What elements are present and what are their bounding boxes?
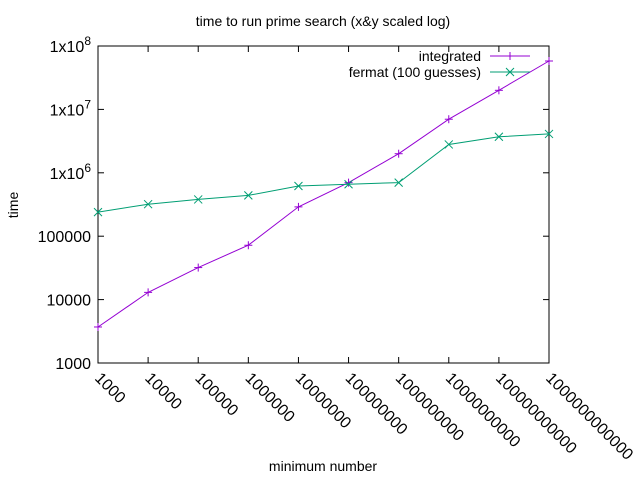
plus-marker: [244, 241, 253, 250]
y-tick-base: 1x10: [50, 39, 85, 56]
y-tick-label: 1x108: [50, 34, 92, 56]
x-marker: [143, 199, 153, 209]
x-marker: [93, 207, 103, 217]
x-tick-label: 1000000000000: [542, 370, 636, 464]
plus-marker: [144, 288, 153, 297]
plus-marker: [344, 178, 353, 187]
y-tick-label: 1x107: [50, 97, 92, 119]
legend-label: fermat (100 guesses): [349, 64, 481, 80]
x-tick-label: 1000000: [242, 370, 298, 426]
y-tick-label: 1x106: [50, 161, 92, 183]
marker-stroke: [394, 178, 404, 187]
plus-marker: [194, 263, 203, 272]
x-marker: [394, 178, 404, 187]
x-axis: 1000 10000 100000 1000000100000001000000001…: [91, 46, 636, 464]
plus-marker: [94, 322, 102, 331]
x-marker: [243, 191, 253, 200]
marker-stroke: [494, 132, 504, 142]
y-tick-label: 100000: [38, 229, 91, 246]
y-tick-base: 10000: [47, 293, 92, 310]
y-axis-label: time: [5, 192, 21, 219]
x-marker: [344, 179, 353, 189]
series-line: [97, 133, 550, 213]
y-tick-label: 10000: [47, 293, 92, 310]
marker-stroke: [193, 195, 203, 204]
marker-stroke: [444, 140, 454, 149]
plot-frame: [97, 45, 550, 364]
x-marker: [505, 67, 515, 77]
marker-stroke: [544, 129, 554, 139]
plus-marker: [294, 202, 303, 211]
legend-label: integrated: [419, 48, 481, 64]
chart-title: time to run prime search (x&y scaled log…: [196, 13, 450, 29]
x-marker: [494, 132, 504, 142]
marker-stroke: [344, 179, 353, 189]
plus-marker: [506, 52, 514, 60]
x-marker: [294, 181, 303, 191]
marker-stroke: [505, 67, 515, 77]
x-tick-label: 1000: [91, 370, 128, 407]
marker-stroke: [294, 181, 303, 191]
marker-stroke: [93, 207, 103, 217]
y-tick-base: 1x10: [50, 166, 85, 183]
plus-marker: [545, 56, 553, 65]
x-marker: [193, 195, 203, 204]
y-tick-base: 1000: [55, 356, 91, 373]
y-tick-exponent: 6: [84, 161, 91, 175]
x-marker: [544, 129, 554, 139]
y-tick-base: 100000: [38, 229, 91, 246]
plus-marker: [394, 149, 403, 158]
x-axis-label: minimum number: [269, 458, 377, 474]
y-tick-label: 1000: [55, 356, 91, 373]
plus-marker: [494, 86, 503, 95]
x-marker: [444, 140, 454, 149]
y-tick-exponent: 7: [84, 97, 91, 111]
marker-stroke: [143, 199, 153, 209]
plus-marker: [444, 115, 453, 124]
x-tick-label: 100000: [191, 370, 241, 420]
y-tick-exponent: 8: [84, 34, 91, 48]
y-tick-base: 1x10: [50, 102, 85, 119]
marker-stroke: [243, 191, 253, 200]
series-line: [97, 60, 550, 328]
series-layer: [93, 56, 554, 331]
x-tick-label: 10000: [141, 370, 185, 414]
